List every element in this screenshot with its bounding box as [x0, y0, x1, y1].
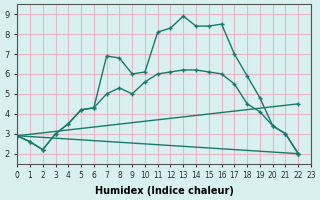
X-axis label: Humidex (Indice chaleur): Humidex (Indice chaleur) — [95, 186, 234, 196]
